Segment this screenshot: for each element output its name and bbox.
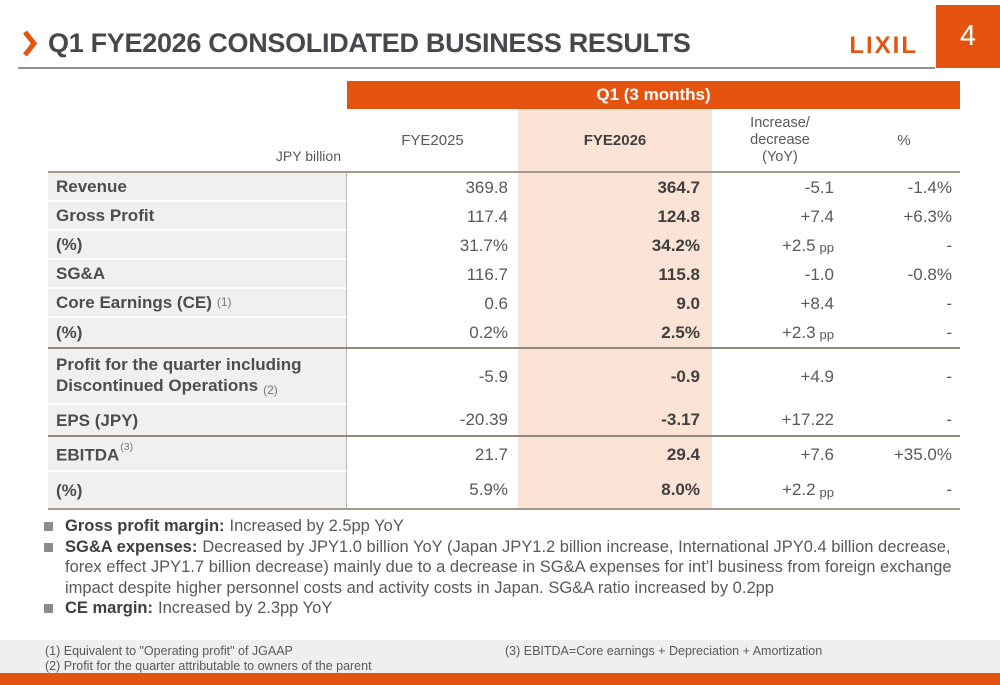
commentary-bullets: Gross profit margin: Increased by 2.5pp Y… (44, 516, 960, 619)
bullet-lead: CE margin: (65, 599, 154, 617)
footnote-ref-3: (3) (120, 441, 134, 454)
row-label: (%) (56, 480, 83, 500)
row-label: Gross Profit (56, 206, 155, 225)
cell-yoy: -1.0 (804, 264, 834, 284)
cell-fy2025: -20.39 (459, 410, 508, 429)
cell-yoy: +17.22 (781, 410, 834, 429)
cell-fy2025: 0.2% (469, 322, 508, 342)
col-header-fy2025: FYE2025 (401, 131, 464, 149)
footnotes-left: (1) Equivalent to "Operating profit" of … (45, 644, 372, 674)
cell-percent: - (946, 410, 952, 429)
cell-fy2025: 117.4 (466, 206, 508, 226)
row-label: EPS (JPY) (56, 410, 139, 430)
row-label: Profit for the quarter including Discont… (56, 355, 302, 397)
cell-percent: - (946, 293, 952, 313)
cell-percent: +6.3% (903, 206, 952, 226)
cell-fy2026: 9.0 (518, 289, 712, 318)
cell-fy2026: 2.5% (518, 318, 712, 347)
table-row-ebitda-margin: (%) 5.9% 8.0% +2.2 pp - (48, 472, 960, 510)
cell-fy2025: 369.8 (465, 177, 508, 197)
cell-fy2026: 115.8 (518, 260, 712, 289)
table-row-gross-profit: Gross Profit 117.4 124.8 +7.4 +6.3% (48, 202, 960, 231)
footnote-ref-2: (2) (263, 383, 278, 397)
footnote-2: (2) Profit for the quarter attributable … (45, 659, 372, 673)
footnotes-band: (1) Equivalent to "Operating profit" of … (0, 640, 1000, 673)
row-label: EBITDA(3) (56, 441, 134, 465)
bullet-ce-margin: CE margin: Increased by 2.3pp YoY (44, 598, 960, 619)
cell-fy2025: 31.7% (459, 235, 508, 255)
cell-fy2026: 8.0% (518, 472, 712, 508)
cell-percent: +35.0% (893, 444, 952, 464)
cell-yoy: +4.9 (800, 367, 834, 386)
bottom-accent-bar (0, 673, 1000, 685)
cell-yoy: +2.5 pp (781, 235, 834, 256)
footnotes-right: (3) EBITDA=Core earnings + Depreciation … (505, 644, 822, 659)
bullet-gross-profit-margin: Gross profit margin: Increased by 2.5pp Y… (44, 516, 960, 537)
col-header-percent: % (897, 131, 911, 149)
footnote-ref-1: (1) (216, 295, 232, 309)
footnote-1: (1) Equivalent to "Operating profit" of … (45, 644, 293, 658)
col-header-change: Increase/ decrease (YoY) (750, 114, 810, 165)
table-row-eps: EPS (JPY) -20.39 -3.17 +17.22 - (48, 405, 960, 435)
table-row-ebitda: EBITDA(3) 21.7 29.4 +7.6 +35.0% (48, 435, 960, 472)
cell-yoy: +7.4 (800, 206, 834, 226)
cell-yoy: +7.6 (800, 444, 834, 464)
bullet-lead: SG&A expenses: (65, 537, 198, 556)
cell-fy2026: 364.7 (518, 173, 712, 202)
chevron-icon (23, 29, 37, 57)
quarter-span-header: Q1 (3 months) (347, 81, 960, 109)
cell-percent: - (946, 235, 952, 255)
table-header-row: JPY billion FYE2025 FYE2026 Increase/ de… (48, 109, 960, 173)
unit-label: JPY billion (275, 148, 341, 164)
row-label: (%) (56, 323, 83, 342)
cell-fy2026: 124.8 (518, 202, 712, 231)
footnote-3: (3) EBITDA=Core earnings + Depreciation … (505, 644, 823, 658)
header: Q1 FYE2026 CONSOLIDATED BUSINESS RESULTS (22, 25, 691, 61)
cell-percent: - (946, 480, 952, 499)
cell-fy2026: -3.17 (518, 405, 712, 435)
lixil-logo: LIXIL (849, 32, 918, 59)
row-label: Revenue (56, 177, 127, 196)
bullet-square-icon (44, 604, 53, 613)
page-title: Q1 FYE2026 CONSOLIDATED BUSINESS RESULTS (48, 27, 691, 58)
page-number-badge: 4 (936, 5, 1000, 68)
row-label: Core Earnings (CE) (56, 293, 212, 312)
cell-fy2025: 116.7 (466, 264, 508, 284)
cell-fy2026: 34.2% (518, 231, 712, 260)
cell-fy2026: 29.4 (518, 437, 712, 472)
title-divider (18, 67, 935, 69)
cell-yoy: +2.3 pp (781, 322, 834, 343)
table-row-gross-margin: (%) 31.7% 34.2% +2.5 pp - (48, 231, 960, 260)
cell-yoy: +8.4 (800, 293, 834, 313)
cell-fy2025: 21.7 (474, 444, 508, 464)
bullet-square-icon (44, 522, 53, 531)
row-label: SG&A (56, 264, 106, 283)
cell-fy2025: -5.9 (478, 367, 508, 386)
table-row-ce-margin: (%) 0.2% 2.5% +2.3 pp - (48, 318, 960, 347)
bullet-lead: Gross profit margin: (65, 517, 225, 535)
cell-percent: - (946, 367, 952, 386)
results-table: Q1 (3 months) JPY billion FYE2025 FYE202… (48, 78, 960, 510)
cell-fy2025: 5.9% (469, 480, 508, 499)
table-row-profit-discontinued: Profit for the quarter including Discont… (48, 347, 960, 405)
table-row-revenue: Revenue 369.8 364.7 -5.1 -1.4% (48, 173, 960, 202)
bullet-sga-expenses: SG&A expenses: Decreased by JPY1.0 billio… (44, 537, 960, 599)
table-row-sga: SG&A 116.7 115.8 -1.0 -0.8% (48, 260, 960, 289)
cell-fy2026: -0.9 (518, 349, 712, 405)
cell-yoy: -5.1 (804, 177, 834, 197)
bullet-text: Increased by 2.5pp YoY (229, 517, 404, 535)
page-number: 4 (959, 20, 977, 52)
cell-percent: -1.4% (907, 177, 952, 197)
table-row-core-earnings: Core Earnings (CE) (1) 0.6 9.0 +8.4 - (48, 289, 960, 318)
bullet-text: Increased by 2.3pp YoY (158, 599, 333, 617)
cell-fy2025: 0.6 (484, 293, 508, 313)
cell-yoy: +2.2 pp (781, 480, 834, 500)
cell-percent: -0.8% (907, 264, 952, 284)
cell-percent: - (946, 322, 952, 342)
row-label: (%) (56, 235, 83, 254)
bullet-text: Decreased by JPY1.0 billion YoY (Japan J… (65, 537, 952, 597)
bullet-square-icon (44, 542, 53, 552)
col-header-fy2026: FYE2026 (518, 109, 712, 171)
